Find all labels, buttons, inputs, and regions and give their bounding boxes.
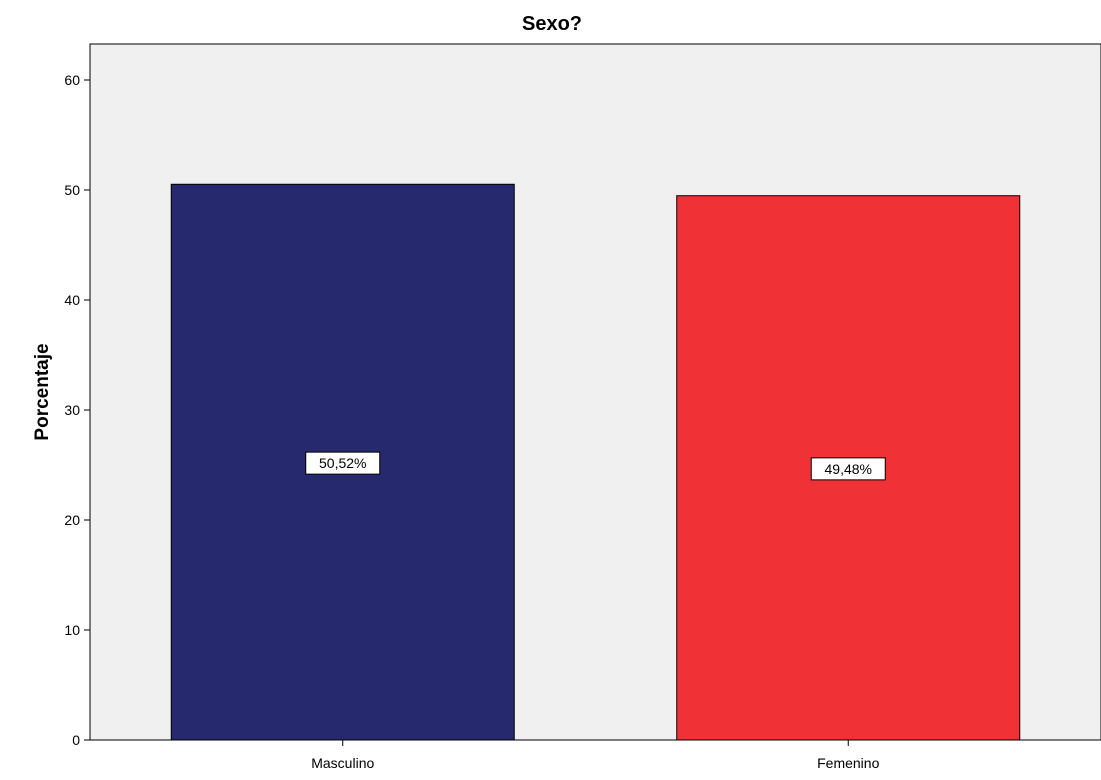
x-tick-label: Masculino (311, 755, 374, 771)
y-tick-label: 30 (64, 402, 80, 418)
y-tick-label: 10 (64, 622, 80, 638)
data-label-box (810, 457, 886, 481)
data-label: 50,52% (319, 455, 366, 471)
x-tick-label: Femenino (817, 755, 879, 771)
y-axis-label: Porcentaje (32, 343, 53, 440)
y-tick-label: 0 (72, 732, 80, 748)
y-tick-label: 20 (64, 512, 80, 528)
y-tick-label: 50 (64, 182, 80, 198)
data-label-box (305, 451, 381, 475)
data-label: 49,48% (825, 461, 872, 477)
y-tick-label: 40 (64, 292, 80, 308)
y-axis: 0 10 20 30 40 50 60 (64, 72, 90, 748)
chart-title: Sexo? (522, 13, 582, 35)
bars: 50,52% 49,48% (170, 183, 1021, 741)
y-tick-label: 60 (64, 72, 80, 88)
x-axis: Masculino Femenino (311, 740, 880, 771)
